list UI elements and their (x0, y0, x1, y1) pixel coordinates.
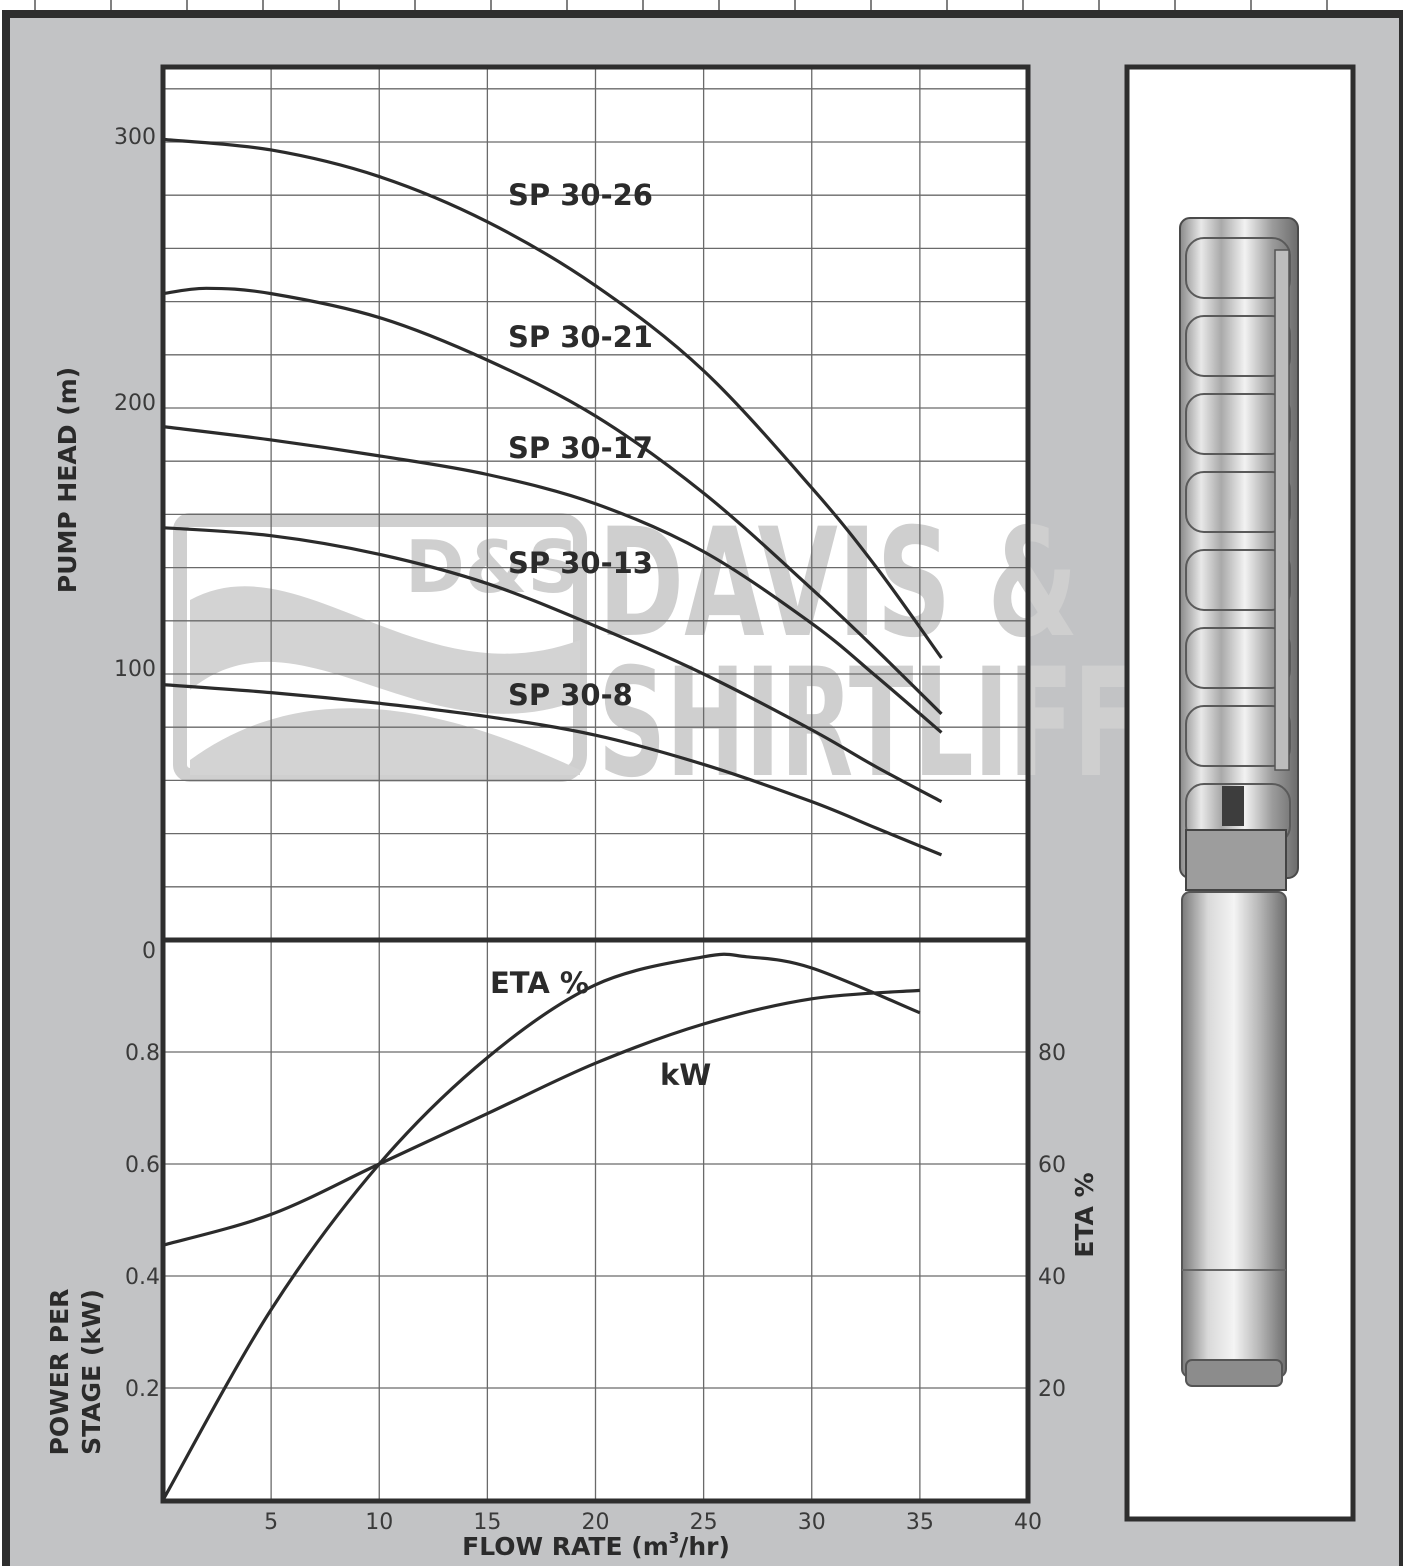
y-tick-label-head: 100 (114, 657, 156, 682)
head-curves (162, 137, 943, 857)
x-tick-label: 15 (473, 1510, 501, 1535)
curve-label-sp30-21: SP 30-21 (508, 320, 653, 354)
pump-head-axis-title: PUMP HEAD (m) (53, 367, 82, 593)
watermark-wave-bottom-icon (190, 708, 580, 775)
power-eta-curves (161, 952, 921, 1501)
pump-inlet-section (1185, 829, 1287, 891)
pump-connector-icon (1222, 786, 1244, 826)
pump-stage-band (1185, 549, 1291, 611)
pump-stage-band (1185, 627, 1291, 689)
y-tick-label-eta: 80 (1038, 1041, 1066, 1066)
y-tick-label-eta: 40 (1038, 1265, 1066, 1290)
pump-stage-band (1185, 393, 1291, 455)
x-tick-label: 30 (798, 1510, 826, 1535)
tick-labels: 5 10 15 20 25 30 35 40 300 200 100 0 0.2 0.4 0.6 0.8 20 4… (114, 125, 1066, 1535)
y-tick-label-power: 0.4 (125, 1265, 160, 1290)
y-tick-label-head: 300 (114, 125, 156, 150)
pump-stage-band (1185, 471, 1291, 533)
head-curve-sp-30-13 (162, 526, 943, 804)
curve-label-sp30-8: SP 30-8 (508, 678, 633, 712)
kw-curve (162, 988, 920, 1247)
x-tick-label: 40 (1014, 1510, 1042, 1535)
x-tick-label: 25 (690, 1510, 718, 1535)
watermark-wave-icon (190, 586, 580, 714)
curve-label-sp30-26: SP 30-26 (508, 178, 653, 212)
y-tick-label-head: 200 (114, 391, 156, 416)
eta-curve (161, 952, 921, 1501)
kw-curve-label: kW (660, 1058, 711, 1092)
y-tick-label-eta: 60 (1038, 1153, 1066, 1178)
y-tick-label-power: 0.6 (125, 1153, 160, 1178)
x-tick-label: 5 (264, 1510, 278, 1535)
flow-rate-axis-title: FLOW RATE (m3/hr) (462, 1529, 730, 1561)
flow-rate-axis-title-main: FLOW RATE (m (462, 1532, 669, 1561)
cable-guard (1274, 249, 1290, 771)
y-tick-label-head: 0 (142, 939, 156, 964)
curve-label-sp30-13: SP 30-13 (508, 546, 653, 580)
top-ruler (34, 0, 1328, 10)
watermark: D&S DAVIS & SHIRTLIFF (173, 497, 1138, 811)
motor-body (1181, 891, 1287, 1378)
flow-rate-axis-title-sup: 3 (669, 1529, 679, 1547)
x-tick-label: 35 (906, 1510, 934, 1535)
pump-stage-band (1185, 237, 1291, 299)
power-axis-title-line1: POWER PER (45, 1289, 74, 1456)
x-tick-label: 10 (365, 1510, 393, 1535)
head-curve-sp-30-17 (162, 425, 943, 734)
eta-curve-label: ETA % (490, 966, 589, 1000)
y-tick-label-power: 0.8 (125, 1041, 160, 1066)
y-tick-label-power: 0.2 (125, 1377, 160, 1402)
grid-bottom (163, 940, 1028, 1500)
motor-base (1185, 1359, 1283, 1387)
eta-axis-title: ETA % (1070, 1172, 1099, 1257)
submersible-pump-image (1179, 217, 1299, 1387)
head-curve-sp-30-8 (162, 683, 943, 857)
x-tick-label: 20 (582, 1510, 610, 1535)
y-tick-label-eta: 20 (1038, 1377, 1066, 1402)
pump-stage-band (1185, 705, 1291, 767)
curve-label-sp30-17: SP 30-17 (508, 431, 653, 465)
grid-top (163, 67, 1028, 940)
flow-rate-axis-title-end: /hr) (679, 1532, 730, 1561)
pump-stage-band (1185, 315, 1291, 377)
head-curve-sp-30-21 (162, 286, 943, 716)
plot-border (160, 64, 1031, 1504)
power-axis-title-line2: STAGE (kW) (77, 1289, 106, 1455)
head-curve-sp-30-26 (162, 137, 943, 659)
